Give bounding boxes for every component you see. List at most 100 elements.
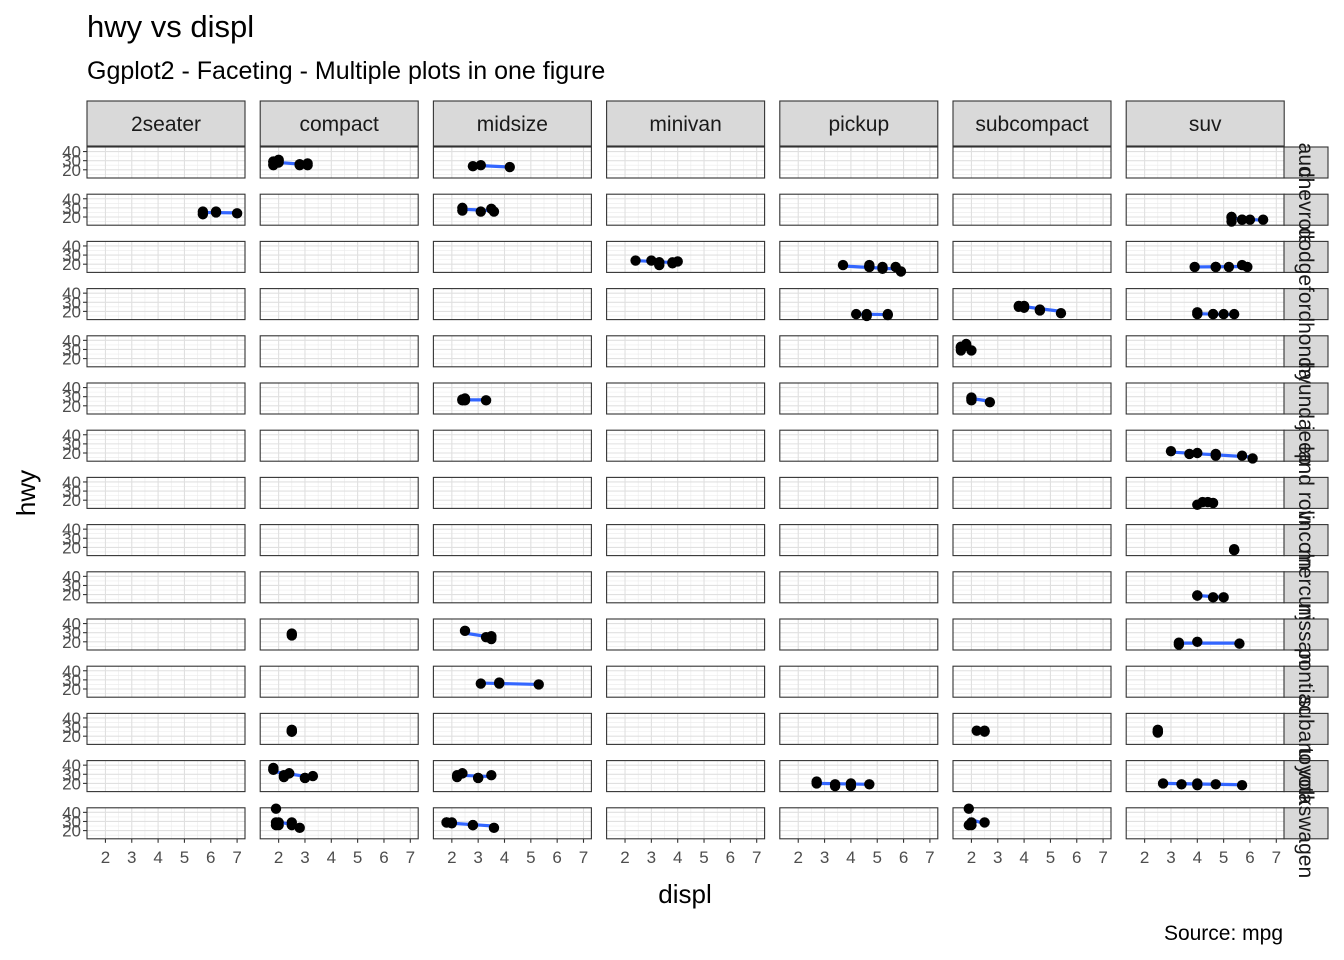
panel-background [953, 147, 1111, 178]
panel-background [1126, 147, 1285, 178]
y-tick-label: 20 [62, 822, 81, 841]
data-point [486, 769, 497, 781]
data-point [231, 208, 243, 219]
panel-border [606, 712, 766, 745]
panel-border [779, 335, 939, 368]
data-point [1176, 779, 1187, 790]
data-point [861, 310, 872, 322]
panel-background [260, 194, 419, 226]
row-strip-label: pontiac [1294, 648, 1317, 716]
panel-background [606, 713, 765, 745]
x-tick-label: 2 [967, 848, 976, 867]
panel-border [606, 240, 766, 273]
y-tick-label: 40 [62, 143, 81, 162]
y-tick-label: 30 [62, 435, 81, 454]
fit-line [1163, 781, 1243, 787]
panel-background [606, 666, 765, 698]
x-tick-label: 4 [673, 848, 682, 867]
data-point [504, 161, 515, 173]
panel-background [1126, 524, 1285, 556]
panel-border [779, 760, 939, 793]
x-tick-label: 5 [180, 848, 189, 867]
x-tick-label: 7 [232, 848, 241, 867]
data-point [1236, 214, 1248, 225]
x-tick-label: 2 [1140, 848, 1149, 867]
data-point [882, 309, 893, 321]
panel-background [606, 288, 765, 320]
y-tick-label: 20 [62, 397, 81, 416]
facet-strip-label: midsize [477, 113, 548, 136]
row-strip-pontiac [1283, 665, 1329, 698]
x-axis-label: displ [658, 879, 711, 909]
panel-background [260, 477, 419, 509]
x-tick-label: 6 [726, 848, 735, 867]
x-tick-label: 5 [699, 848, 708, 867]
panel-border [86, 335, 246, 368]
y-tick-label: 40 [62, 662, 81, 681]
row-strip-audi [1283, 146, 1329, 179]
panel-background [260, 571, 419, 603]
panel-background [87, 666, 245, 698]
panel-background [953, 194, 1111, 226]
panel-border [86, 807, 246, 840]
panel-border [432, 429, 592, 462]
facet-strip-label: suv [1189, 113, 1222, 136]
panel-background [779, 619, 938, 650]
panel-border [259, 618, 419, 651]
y-tick-label: 30 [62, 388, 81, 407]
row-strip-lincoln [1283, 524, 1329, 557]
panel-border [432, 146, 592, 179]
panel-background [606, 194, 765, 226]
x-tick-label: 6 [899, 848, 908, 867]
data-point [1207, 308, 1219, 320]
data-point [877, 263, 888, 274]
panel-background [606, 430, 765, 462]
y-tick-label: 30 [62, 529, 81, 548]
data-point [210, 207, 222, 218]
panel-background [433, 571, 592, 603]
x-tick-label: 6 [206, 848, 215, 867]
panel-background [779, 335, 938, 367]
row-strip-label: audi [1294, 143, 1317, 183]
x-tick-label: 5 [872, 848, 881, 867]
y-tick-label: 40 [62, 284, 81, 303]
x-tick-label: 3 [993, 848, 1002, 867]
row-strip-label: volkswagen [1294, 768, 1317, 878]
x-tick-label: 7 [579, 848, 588, 867]
panel-border [952, 760, 1112, 793]
panel-border [432, 760, 592, 793]
row-strip-hyundai [1283, 382, 1329, 415]
data-point [475, 206, 486, 217]
panel-border [952, 712, 1112, 745]
data-point [1165, 445, 1177, 457]
data-point [475, 678, 486, 689]
panel-border [432, 665, 592, 698]
panel-border [259, 807, 419, 840]
y-tick-label: 40 [62, 803, 81, 822]
panel-background [87, 477, 245, 509]
panel-background [953, 241, 1111, 273]
panel-background [779, 383, 938, 414]
panel-border [779, 524, 939, 557]
panel-border [606, 335, 766, 368]
panel-background [953, 477, 1111, 509]
data-point [197, 206, 209, 217]
y-tick-label: 20 [62, 633, 81, 652]
panel-border [606, 288, 766, 321]
panel-border [606, 193, 766, 226]
panel-border [259, 429, 419, 462]
panel-border [779, 288, 939, 321]
panel-background [779, 430, 938, 462]
y-tick-label: 30 [62, 482, 81, 501]
panel-background [1126, 430, 1285, 462]
panel-background [87, 524, 245, 556]
x-tick-label: 4 [153, 848, 162, 867]
panel-background [606, 619, 765, 650]
data-point [472, 772, 484, 784]
panel-border [259, 476, 419, 509]
panel-border [952, 288, 1112, 321]
x-tick-label: 5 [353, 848, 362, 867]
panel-background [1126, 383, 1285, 414]
panel-background [953, 666, 1111, 698]
panel-border [606, 382, 766, 415]
